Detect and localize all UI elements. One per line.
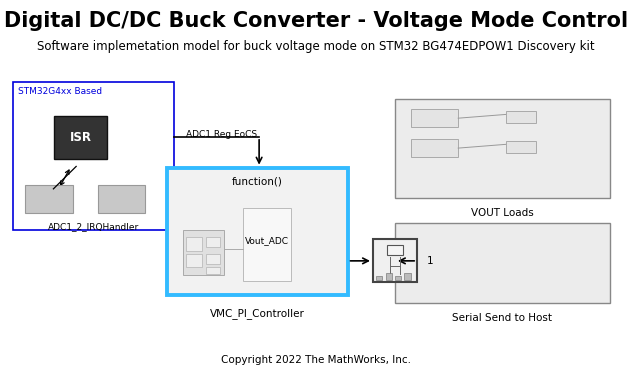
Text: VOUT Loads: VOUT Loads [471,208,534,218]
Bar [206,237,220,247]
Bar [183,230,224,275]
Bar [386,273,392,280]
Bar [167,168,348,295]
Bar [395,99,610,198]
Text: Serial Send to Host: Serial Send to Host [453,313,552,323]
Text: Digital DC/DC Buck Converter - Voltage Mode Control: Digital DC/DC Buck Converter - Voltage M… [4,10,628,31]
Bar [186,254,202,267]
Bar [404,273,411,280]
Text: Vout_ADC: Vout_ADC [245,236,289,245]
Bar [506,141,537,153]
Bar [387,245,403,255]
Bar [411,139,458,157]
Bar [395,223,610,303]
Text: Software implemetation model for buck voltage mode on STM32 BG474EDPOW1 Discover: Software implemetation model for buck vo… [37,40,595,53]
Text: Copyright 2022 The MathWorks, Inc.: Copyright 2022 The MathWorks, Inc. [221,355,411,365]
Bar [186,237,202,251]
Bar [206,254,220,264]
Bar [373,239,417,282]
Bar [25,185,73,213]
Text: STM32G4xx Based: STM32G4xx Based [18,87,102,96]
Text: ADC1_2_IRQHandler: ADC1_2_IRQHandler [48,222,139,231]
Bar [243,208,291,280]
Bar [376,276,382,280]
Bar [54,116,107,159]
Text: 1: 1 [427,256,433,266]
Bar [13,82,174,230]
Text: VMC_PI_Controller: VMC_PI_Controller [210,308,305,319]
Bar [206,267,220,274]
Bar [506,111,537,123]
Bar [98,185,145,213]
Text: ADC1 Reg EoCS: ADC1 Reg EoCS [186,130,258,139]
Bar [395,276,401,280]
Bar [411,109,458,127]
Text: function(): function() [232,177,283,187]
Text: ISR: ISR [70,131,92,144]
